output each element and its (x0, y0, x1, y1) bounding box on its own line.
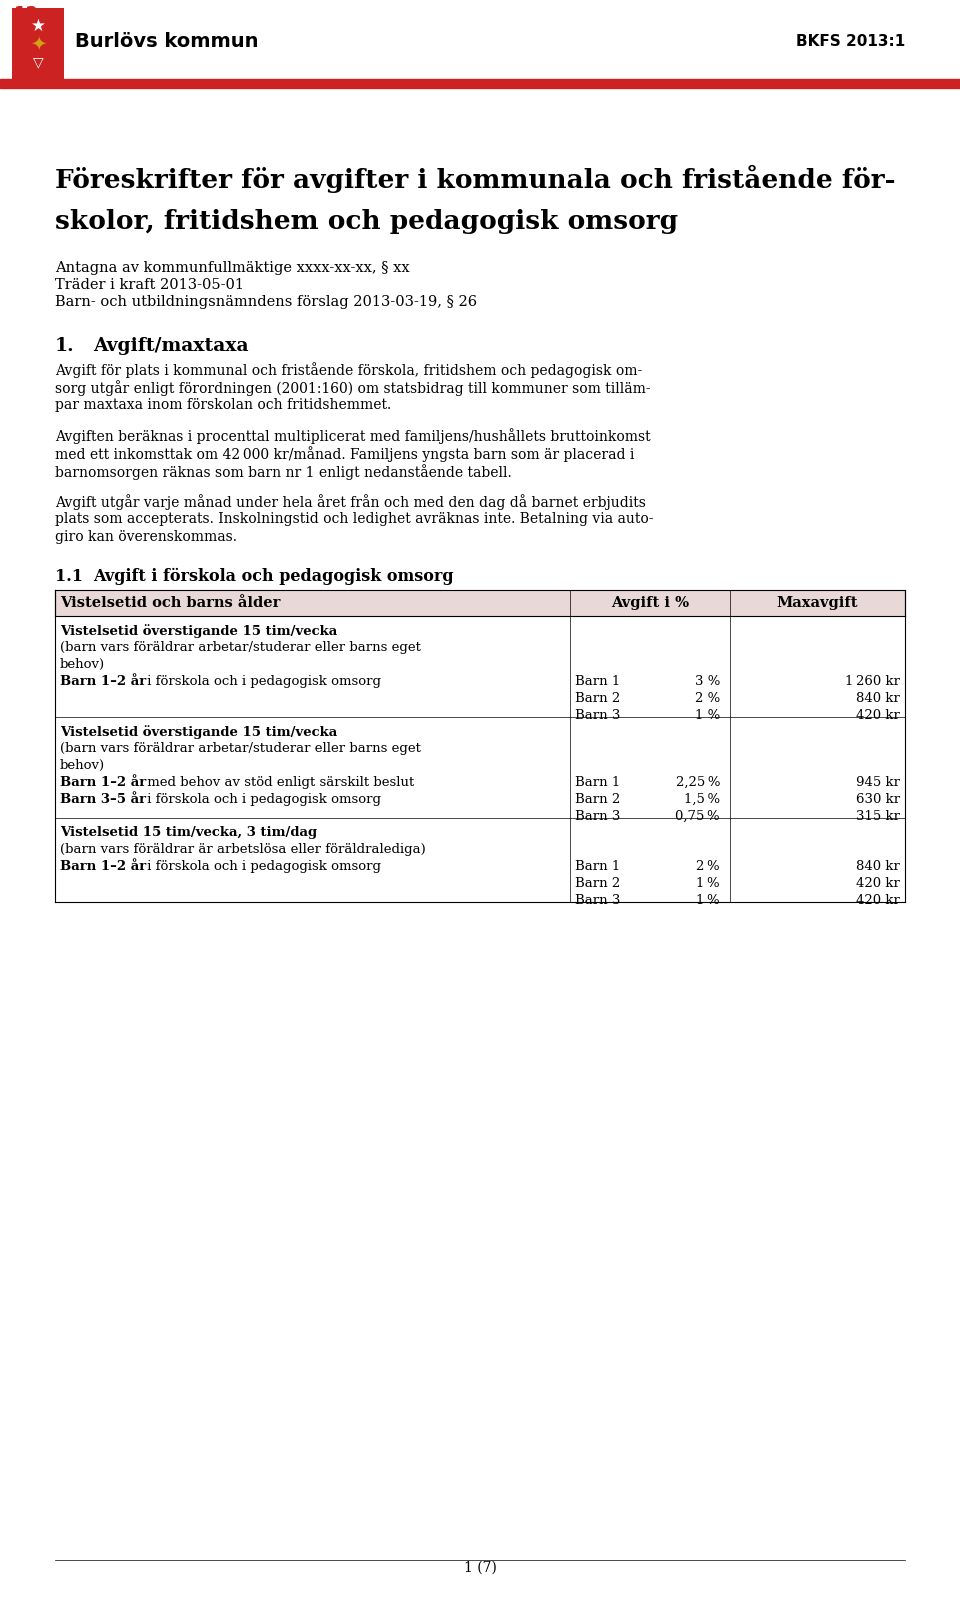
Text: 1.1: 1.1 (55, 568, 83, 585)
Text: Maxavgift: Maxavgift (777, 597, 858, 610)
Text: Burlövs kommun: Burlövs kommun (75, 32, 258, 52)
Text: Barn 3: Barn 3 (575, 810, 620, 823)
Text: behov): behov) (60, 658, 106, 671)
FancyBboxPatch shape (12, 8, 64, 79)
Text: skolor, fritidshem och pedagogisk omsorg: skolor, fritidshem och pedagogisk omsorg (55, 209, 678, 234)
Text: Barn 1: Barn 1 (575, 860, 620, 873)
Text: 840 kr: 840 kr (856, 860, 900, 873)
Text: Vistelsetid och barns ålder: Vistelsetid och barns ålder (60, 597, 280, 610)
Text: Avgift i %: Avgift i % (611, 597, 689, 610)
Text: 1 260 kr: 1 260 kr (845, 674, 900, 687)
Text: 420 kr: 420 kr (856, 708, 900, 723)
Text: Träder i kraft 2013-05-01: Träder i kraft 2013-05-01 (55, 278, 244, 293)
Text: 1,5 %: 1,5 % (684, 792, 720, 805)
Text: i förskola och i pedagogisk omsorg: i förskola och i pedagogisk omsorg (143, 674, 381, 687)
Text: ▽: ▽ (33, 55, 43, 70)
Text: 2 %: 2 % (696, 860, 720, 873)
Text: 945 kr: 945 kr (856, 776, 900, 789)
Bar (0, 79, 960, 87)
Text: 1 %: 1 % (696, 894, 720, 907)
Text: 1 %: 1 % (695, 708, 720, 723)
Text: Barn 1–2 år: Barn 1–2 år (60, 776, 146, 789)
Text: Barn 3: Barn 3 (575, 708, 620, 723)
Text: Barn- och utbildningsnämndens förslag 2013-03-19, § 26: Barn- och utbildningsnämndens förslag 20… (55, 294, 477, 309)
Text: Avgift utgår varje månad under hela året från och med den dag då barnet erbjudit: Avgift utgår varje månad under hela året… (55, 495, 646, 509)
Text: 2 %: 2 % (695, 692, 720, 705)
Text: Barn 2: Barn 2 (575, 692, 620, 705)
Text: 1.: 1. (55, 336, 75, 356)
Text: ★: ★ (31, 18, 45, 36)
Text: sorg utgår enligt förordningen (2001:160) om statsbidrag till kommuner som tillä: sorg utgår enligt förordningen (2001:160… (55, 380, 651, 396)
Text: i förskola och i pedagogisk omsorg: i förskola och i pedagogisk omsorg (143, 860, 381, 873)
Text: 0,75 %: 0,75 % (676, 810, 720, 823)
Text: behov): behov) (60, 758, 106, 771)
Text: Barn 1–2 år: Barn 1–2 år (60, 860, 146, 873)
Text: Avgift/maxtaxa: Avgift/maxtaxa (93, 336, 249, 356)
Text: Barn 3: Barn 3 (575, 894, 620, 907)
Text: med ett inkomsttak om 42 000 kr/månad. Familjens yngsta barn som är placerad i: med ett inkomsttak om 42 000 kr/månad. F… (55, 446, 635, 462)
Text: 2,25 %: 2,25 % (676, 776, 720, 789)
Text: 3 %: 3 % (695, 674, 720, 687)
Text: Barn 2: Barn 2 (575, 792, 620, 805)
Text: Barn 1–2 år: Barn 1–2 år (60, 674, 146, 687)
Text: 420 kr: 420 kr (856, 894, 900, 907)
Text: par maxtaxa inom förskolan och fritidshemmet.: par maxtaxa inom förskolan och fritidshe… (55, 398, 392, 412)
Text: 420 kr: 420 kr (856, 876, 900, 889)
Text: 840 kr: 840 kr (856, 692, 900, 705)
Bar (55, 590, 905, 616)
Text: Barn 1: Barn 1 (575, 776, 620, 789)
Text: Barn 1: Barn 1 (575, 674, 620, 687)
Text: 1 %: 1 % (696, 876, 720, 889)
Text: Avgift i förskola och pedagogisk omsorg: Avgift i förskola och pedagogisk omsorg (93, 568, 454, 585)
Text: 315 kr: 315 kr (856, 810, 900, 823)
Text: med behov av stöd enligt särskilt beslut: med behov av stöd enligt särskilt beslut (143, 776, 415, 789)
Text: Avgiften beräknas i procenttal multiplicerat med familjens/hushållets bruttoinko: Avgiften beräknas i procenttal multiplic… (55, 429, 651, 445)
Text: Vistelsetid överstigande 15 tim/vecka: Vistelsetid överstigande 15 tim/vecka (60, 724, 337, 739)
Text: ✦: ✦ (30, 34, 46, 53)
Text: Föreskrifter för avgifter i kommunala och fristående för-: Föreskrifter för avgifter i kommunala oc… (55, 165, 896, 192)
Text: 630 kr: 630 kr (856, 792, 900, 805)
Text: Barn 2: Barn 2 (575, 876, 620, 889)
Text: 12: 12 (14, 5, 39, 23)
Text: barnomsorgen räknas som barn nr 1 enligt nedanstående tabell.: barnomsorgen räknas som barn nr 1 enligt… (55, 464, 512, 480)
Text: Avgift för plats i kommunal och fristående förskola, fritidshem och pedagogisk o: Avgift för plats i kommunal och friståen… (55, 362, 642, 378)
Text: (barn vars föräldrar är arbetslösa eller föräldralediga): (barn vars föräldrar är arbetslösa eller… (60, 842, 425, 855)
Text: plats som accepterats. Inskolningstid och ledighet avräknas inte. Betalning via : plats som accepterats. Inskolningstid oc… (55, 513, 654, 526)
Text: (barn vars föräldrar arbetar/studerar eller barns eget: (barn vars föräldrar arbetar/studerar el… (60, 640, 420, 653)
Text: i förskola och i pedagogisk omsorg: i förskola och i pedagogisk omsorg (143, 792, 381, 805)
Text: Vistelsetid överstigande 15 tim/vecka: Vistelsetid överstigande 15 tim/vecka (60, 624, 337, 637)
Text: giro kan överenskommas.: giro kan överenskommas. (55, 530, 237, 543)
Text: 1 (7): 1 (7) (464, 1560, 496, 1575)
Text: BKFS 2013:1: BKFS 2013:1 (796, 34, 905, 50)
Text: Vistelsetid 15 tim/vecka, 3 tim/dag: Vistelsetid 15 tim/vecka, 3 tim/dag (60, 826, 317, 839)
Text: Antagna av kommunfullmäktige xxxx-xx-xx, § xx: Antagna av kommunfullmäktige xxxx-xx-xx,… (55, 260, 410, 275)
Text: Barn 3–5 år: Barn 3–5 år (60, 792, 146, 805)
Text: (barn vars föräldrar arbetar/studerar eller barns eget: (barn vars föräldrar arbetar/studerar el… (60, 742, 420, 755)
